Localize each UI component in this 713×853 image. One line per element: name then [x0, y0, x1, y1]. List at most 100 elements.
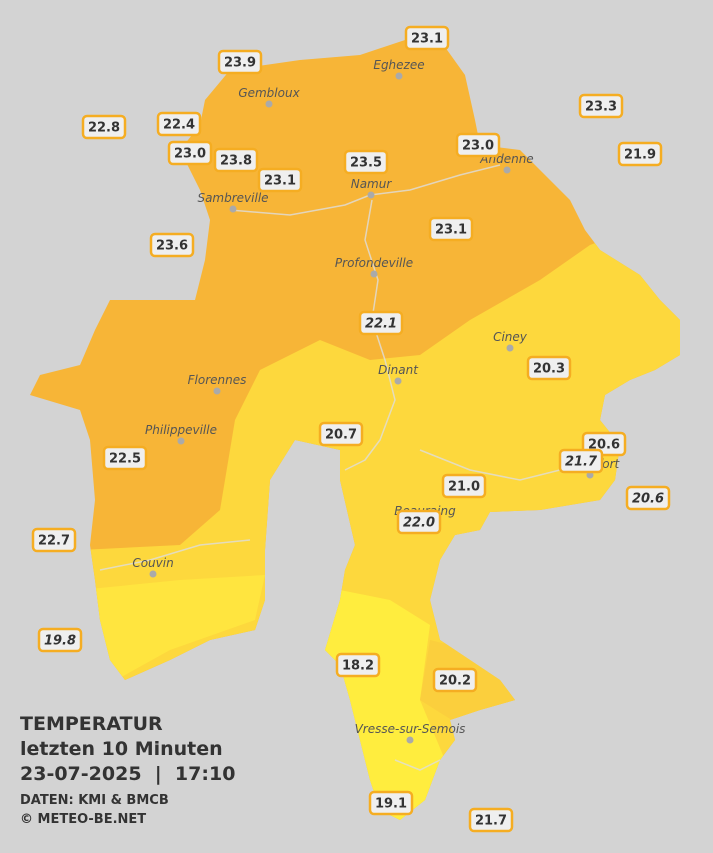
- station-value: 21.7: [565, 455, 598, 470]
- station: 22.0: [396, 509, 442, 535]
- station-value: 23.3: [585, 100, 617, 115]
- station-value: 22.1: [365, 317, 397, 332]
- station-box: [617, 141, 663, 167]
- station-value: 22.5: [109, 452, 141, 467]
- station-value: 23.1: [264, 174, 296, 189]
- station-value: 20.7: [325, 428, 357, 443]
- cities: EghezeeGemblouxAndenneNamurSambrevillePr…: [132, 58, 621, 744]
- station: 23.3: [578, 93, 624, 119]
- city-label: Florennes: [188, 373, 247, 387]
- station: 23.9: [217, 49, 263, 75]
- station-value: 21.0: [448, 480, 480, 495]
- city-dot: [367, 191, 375, 199]
- city-dot: [149, 570, 157, 578]
- city-label: Vresse-sur-Semois: [355, 722, 466, 736]
- station-box: [358, 310, 404, 336]
- copyright: © METEO-BE.NET: [20, 812, 146, 827]
- station-box: [625, 485, 671, 511]
- station-box: [37, 627, 83, 653]
- station: 21.7: [558, 448, 604, 474]
- station-box: [149, 232, 195, 258]
- station-value: 22.7: [38, 534, 70, 549]
- station-box: [404, 25, 450, 51]
- station: 20.6: [625, 485, 671, 511]
- station-value: 19.8: [44, 634, 76, 649]
- station-value: 20.2: [439, 674, 471, 689]
- station: 23.8: [213, 147, 259, 173]
- city-label: Ciney: [493, 330, 528, 344]
- city-label: Eghezee: [373, 58, 424, 72]
- station-box: [468, 807, 514, 833]
- station-box: [578, 93, 624, 119]
- station-value: 23.6: [156, 239, 188, 254]
- city-label: Profondeville: [335, 256, 413, 270]
- city-dot: [265, 100, 273, 108]
- station-value: 19.1: [375, 797, 407, 812]
- city-label: Gembloux: [238, 86, 300, 100]
- station: 23.5: [343, 149, 389, 175]
- station: 21.7: [468, 807, 514, 833]
- station-box: [343, 149, 389, 175]
- station: 23.6: [149, 232, 195, 258]
- station: 23.1: [428, 216, 474, 242]
- station-box: [213, 147, 259, 173]
- station-box: [102, 445, 148, 471]
- station: 19.8: [37, 627, 83, 653]
- station: 22.8: [81, 114, 127, 140]
- city-dot: [213, 387, 221, 395]
- station: 22.7: [31, 527, 77, 553]
- city-label: Dinant: [378, 363, 419, 377]
- station: 21.9: [617, 141, 663, 167]
- city-dot: [406, 736, 414, 744]
- station-box: [432, 667, 478, 693]
- station-value: 22.0: [403, 516, 435, 531]
- station: 23.0: [167, 140, 213, 166]
- station-box: [368, 790, 414, 816]
- station: 22.5: [102, 445, 148, 471]
- city-label: Namur: [351, 177, 393, 191]
- title: TEMPERATUR: [20, 713, 163, 735]
- station-value: 21.7: [475, 814, 507, 829]
- station-box: [167, 140, 213, 166]
- area-cool-west: [80, 575, 265, 700]
- city-dot: [506, 344, 514, 352]
- station-value: 23.8: [220, 154, 252, 169]
- station-box: [318, 421, 364, 447]
- station: 23.1: [404, 25, 450, 51]
- station-value: 20.3: [533, 362, 565, 377]
- station: 23.1: [257, 167, 303, 193]
- source: DATEN: KMI & BMCB: [20, 793, 169, 808]
- station: 20.3: [526, 355, 572, 381]
- city-label: Philippeville: [145, 423, 217, 437]
- station: 20.7: [318, 421, 364, 447]
- subtitle: letzten 10 Minuten: [20, 738, 223, 760]
- station: 18.2: [335, 652, 381, 678]
- city-dot: [229, 205, 237, 213]
- station-value: 23.0: [462, 139, 494, 154]
- station-box: [81, 114, 127, 140]
- station-box: [31, 527, 77, 553]
- station-box: [455, 132, 501, 158]
- station-box: [428, 216, 474, 242]
- station-box: [558, 448, 604, 474]
- station-value: 23.0: [174, 147, 206, 162]
- city-label: Sambreville: [197, 191, 268, 205]
- station: 22.1: [358, 310, 404, 336]
- station-value: 22.8: [88, 121, 120, 136]
- station: 21.0: [441, 473, 487, 499]
- station-value: 23.5: [350, 156, 382, 171]
- city-dot: [370, 270, 378, 278]
- station-value: 23.1: [411, 32, 443, 47]
- station-value: 22.4: [163, 118, 195, 133]
- city-dot: [394, 377, 402, 385]
- city-dot: [503, 166, 511, 174]
- legend-block: TEMPERATUR letzten 10 Minuten 23-07-2025…: [20, 713, 235, 827]
- station-box: [396, 509, 442, 535]
- station-box: [257, 167, 303, 193]
- timestamp: 23-07-2025 | 17:10: [20, 763, 235, 785]
- station: 19.1: [368, 790, 414, 816]
- station-box: [335, 652, 381, 678]
- station-box: [156, 111, 202, 137]
- city-dot: [395, 72, 403, 80]
- stations: 23.1 23.9 23.3 22.8 22.4 23.0 23.8 23.1 23.5 23.0…: [31, 25, 671, 833]
